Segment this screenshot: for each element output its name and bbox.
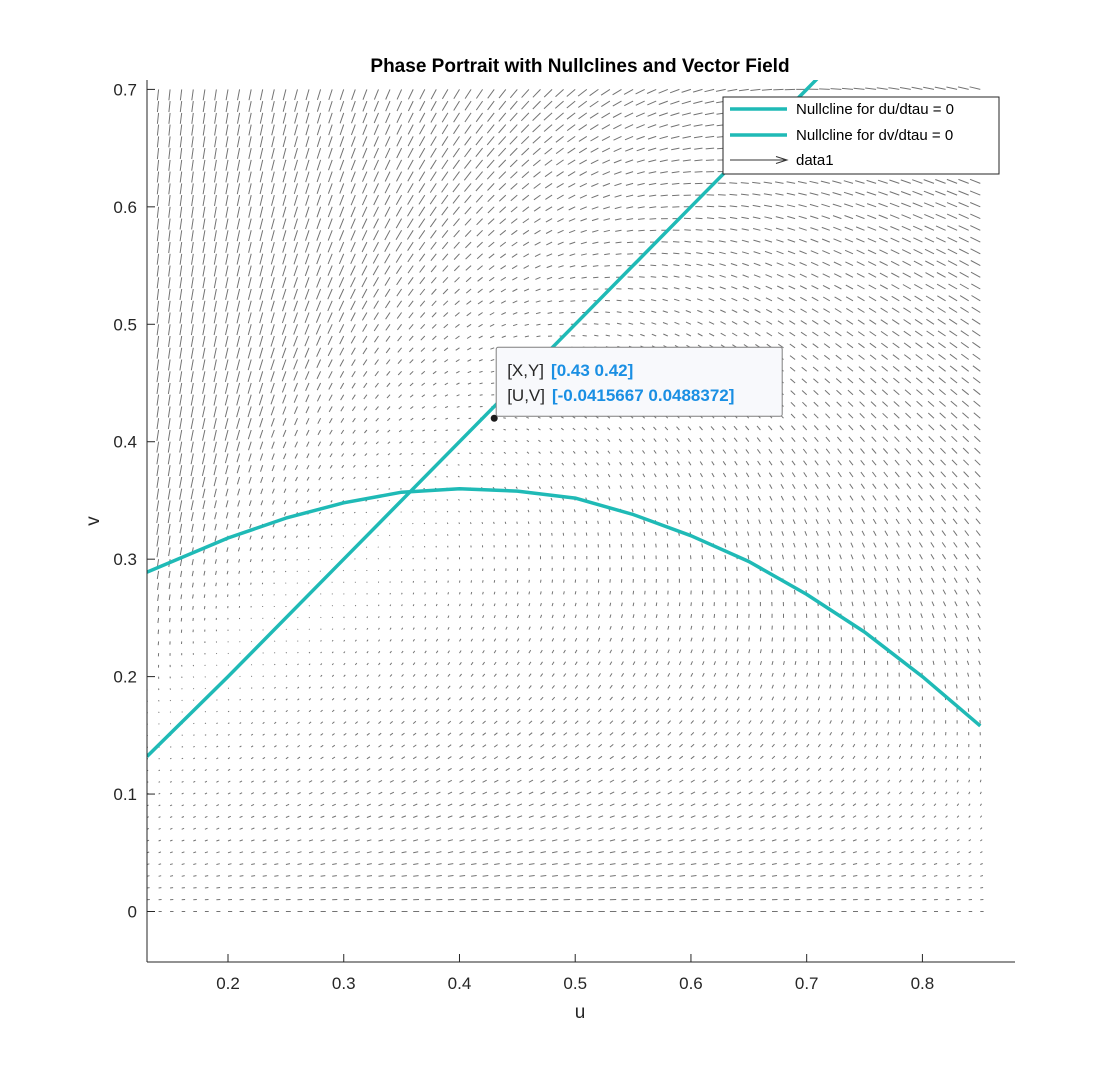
y-axis-ticks: 0 0.1 0.2 0.3 0.4 0.5 0.6 0.7 [113, 80, 155, 921]
datatip-uv-row: [U,V] [-0.0415667 0.0488372] [507, 386, 734, 405]
x-axis-ticks: 0.2 0.3 0.4 0.5 0.6 0.7 0.8 [216, 954, 934, 993]
x-axis-label: u [575, 1002, 586, 1023]
y-tick-label: 0.6 [113, 198, 137, 217]
plot-axes[interactable]: 0.2 0.3 0.4 0.5 0.6 0.7 0.8 00.10.20.30.40.50.… [113, 66, 1015, 993]
x-tick-label: 0.2 [216, 974, 240, 993]
y-tick-label: 0.2 [113, 668, 137, 687]
y-tick-label: 0.3 [113, 550, 137, 569]
x-tick-label: 0.3 [332, 974, 356, 993]
legend-label: Nullcline for du/dtau = 0 [796, 101, 954, 118]
y-tick-label: 0.4 [113, 433, 137, 452]
datatip-xy-key: [X,Y] [507, 361, 544, 380]
y-tick-label: 0.1 [113, 785, 137, 804]
x-tick-label: 0.4 [448, 974, 472, 993]
y-tick-label: 0.5 [113, 315, 137, 334]
axis-lines [146, 80, 1015, 963]
legend-label: Nullcline for dv/dtau = 0 [796, 127, 953, 144]
datatip-uv-key: [U,V] [507, 386, 545, 405]
datatip-marker[interactable] [490, 414, 498, 422]
legend-arrow-head-icon [775, 156, 789, 164]
legend[interactable]: Nullcline for du/dtau = 0 Nullcline for d… [722, 96, 1000, 175]
chart-title: Phase Portrait with Nullclines and Vecto… [370, 56, 789, 77]
x-tick-label: 0.5 [563, 974, 587, 993]
y-tick-label: 0.7 [113, 80, 137, 99]
x-tick-label: 0.7 [795, 974, 819, 993]
datatip-box [495, 346, 783, 417]
nullcline-dv-line[interactable] [147, 486, 982, 728]
datatip-xy-value: [0.43 0.42] [551, 361, 633, 380]
x-tick-label: 0.8 [911, 974, 935, 993]
legend-label: data1 [796, 152, 834, 169]
y-tick-label: 0 [128, 902, 137, 921]
datatip-xy-row: [X,Y] [0.43 0.42] [507, 361, 633, 380]
datatip-uv-value: [-0.0415667 0.0488372] [552, 386, 734, 405]
y-axis-label: v [83, 516, 104, 526]
x-tick-label: 0.6 [679, 974, 703, 993]
datatip[interactable]: [X,Y] [0.43 0.42] [U,V] [-0.0415667 0.04883… [490, 346, 783, 422]
